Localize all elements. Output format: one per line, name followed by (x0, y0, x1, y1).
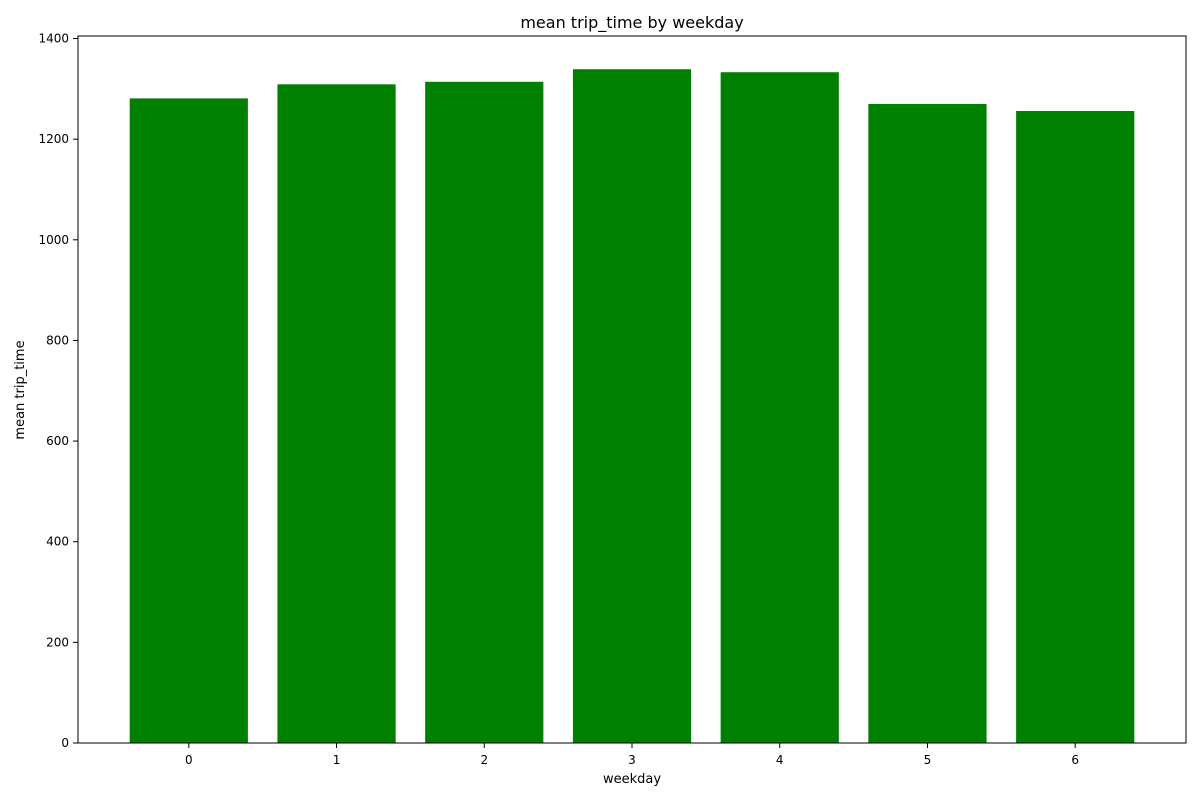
x-tick-label: 0 (185, 753, 193, 767)
x-tick-label: 5 (924, 753, 932, 767)
x-tick-label: 2 (480, 753, 488, 767)
x-tick-label: 6 (1071, 753, 1079, 767)
y-tick-label: 600 (46, 434, 69, 448)
y-tick-label: 1400 (38, 32, 69, 46)
y-tick-label: 800 (46, 333, 69, 347)
x-tick-label: 3 (628, 753, 636, 767)
chart-title: mean trip_time by weekday (520, 13, 743, 33)
bar-3 (573, 69, 691, 743)
x-tick-label: 4 (776, 753, 784, 767)
bar-6 (1016, 111, 1134, 743)
bar-0 (130, 98, 248, 743)
bar-4 (721, 72, 839, 743)
y-tick-label: 400 (46, 535, 69, 549)
y-tick-label: 1000 (38, 233, 69, 247)
y-tick-label: 0 (61, 736, 69, 750)
x-axis-label: weekday (603, 772, 661, 787)
y-axis-label: mean trip_time (13, 340, 28, 439)
bar-1 (277, 84, 395, 743)
x-tick-label: 1 (333, 753, 341, 767)
bars-group (130, 69, 1135, 743)
bar-2 (425, 82, 543, 743)
bar-5 (868, 104, 986, 743)
y-tick-label: 1200 (38, 132, 69, 146)
y-tick-label: 200 (46, 635, 69, 649)
